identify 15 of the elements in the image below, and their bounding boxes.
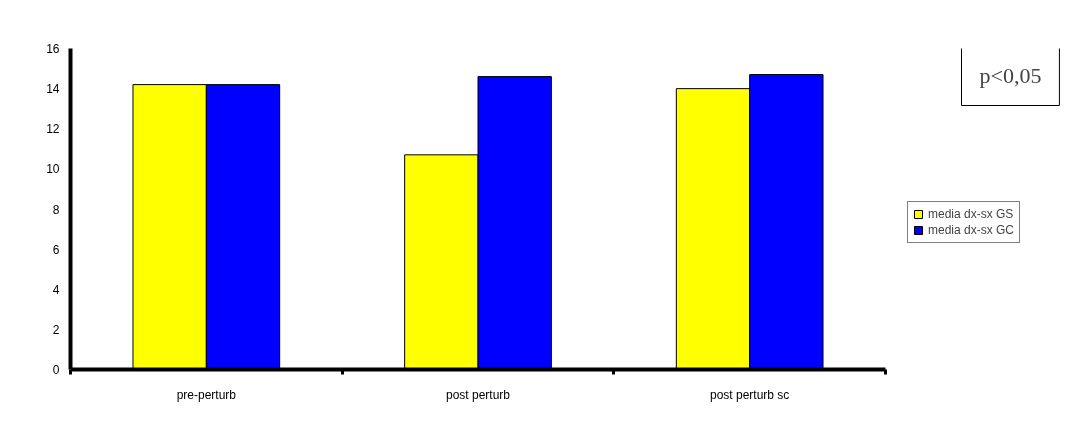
x-tick-label: post perturb	[445, 387, 511, 402]
text: p<0,05	[979, 62, 1042, 88]
legend-label: media dx-sx GS	[928, 207, 1014, 221]
legend-label: media dx-sx GC	[928, 223, 1015, 237]
y-tick-label: 8	[52, 202, 60, 217]
x-tick-label: post perturb sc	[709, 387, 790, 402]
y-tick-label: 16	[46, 42, 60, 56]
y-tick-label: 12	[46, 122, 60, 137]
y-tick-label: 4	[52, 282, 60, 297]
y-tick-label: 6	[52, 242, 60, 257]
y-tick-label: 2	[52, 322, 60, 337]
y-tick-label: 14	[46, 82, 60, 97]
y-tick-label: 10	[46, 162, 60, 177]
y-tick-label: 0	[52, 363, 60, 377]
x-tick-label: pre-perturb	[176, 387, 237, 402]
